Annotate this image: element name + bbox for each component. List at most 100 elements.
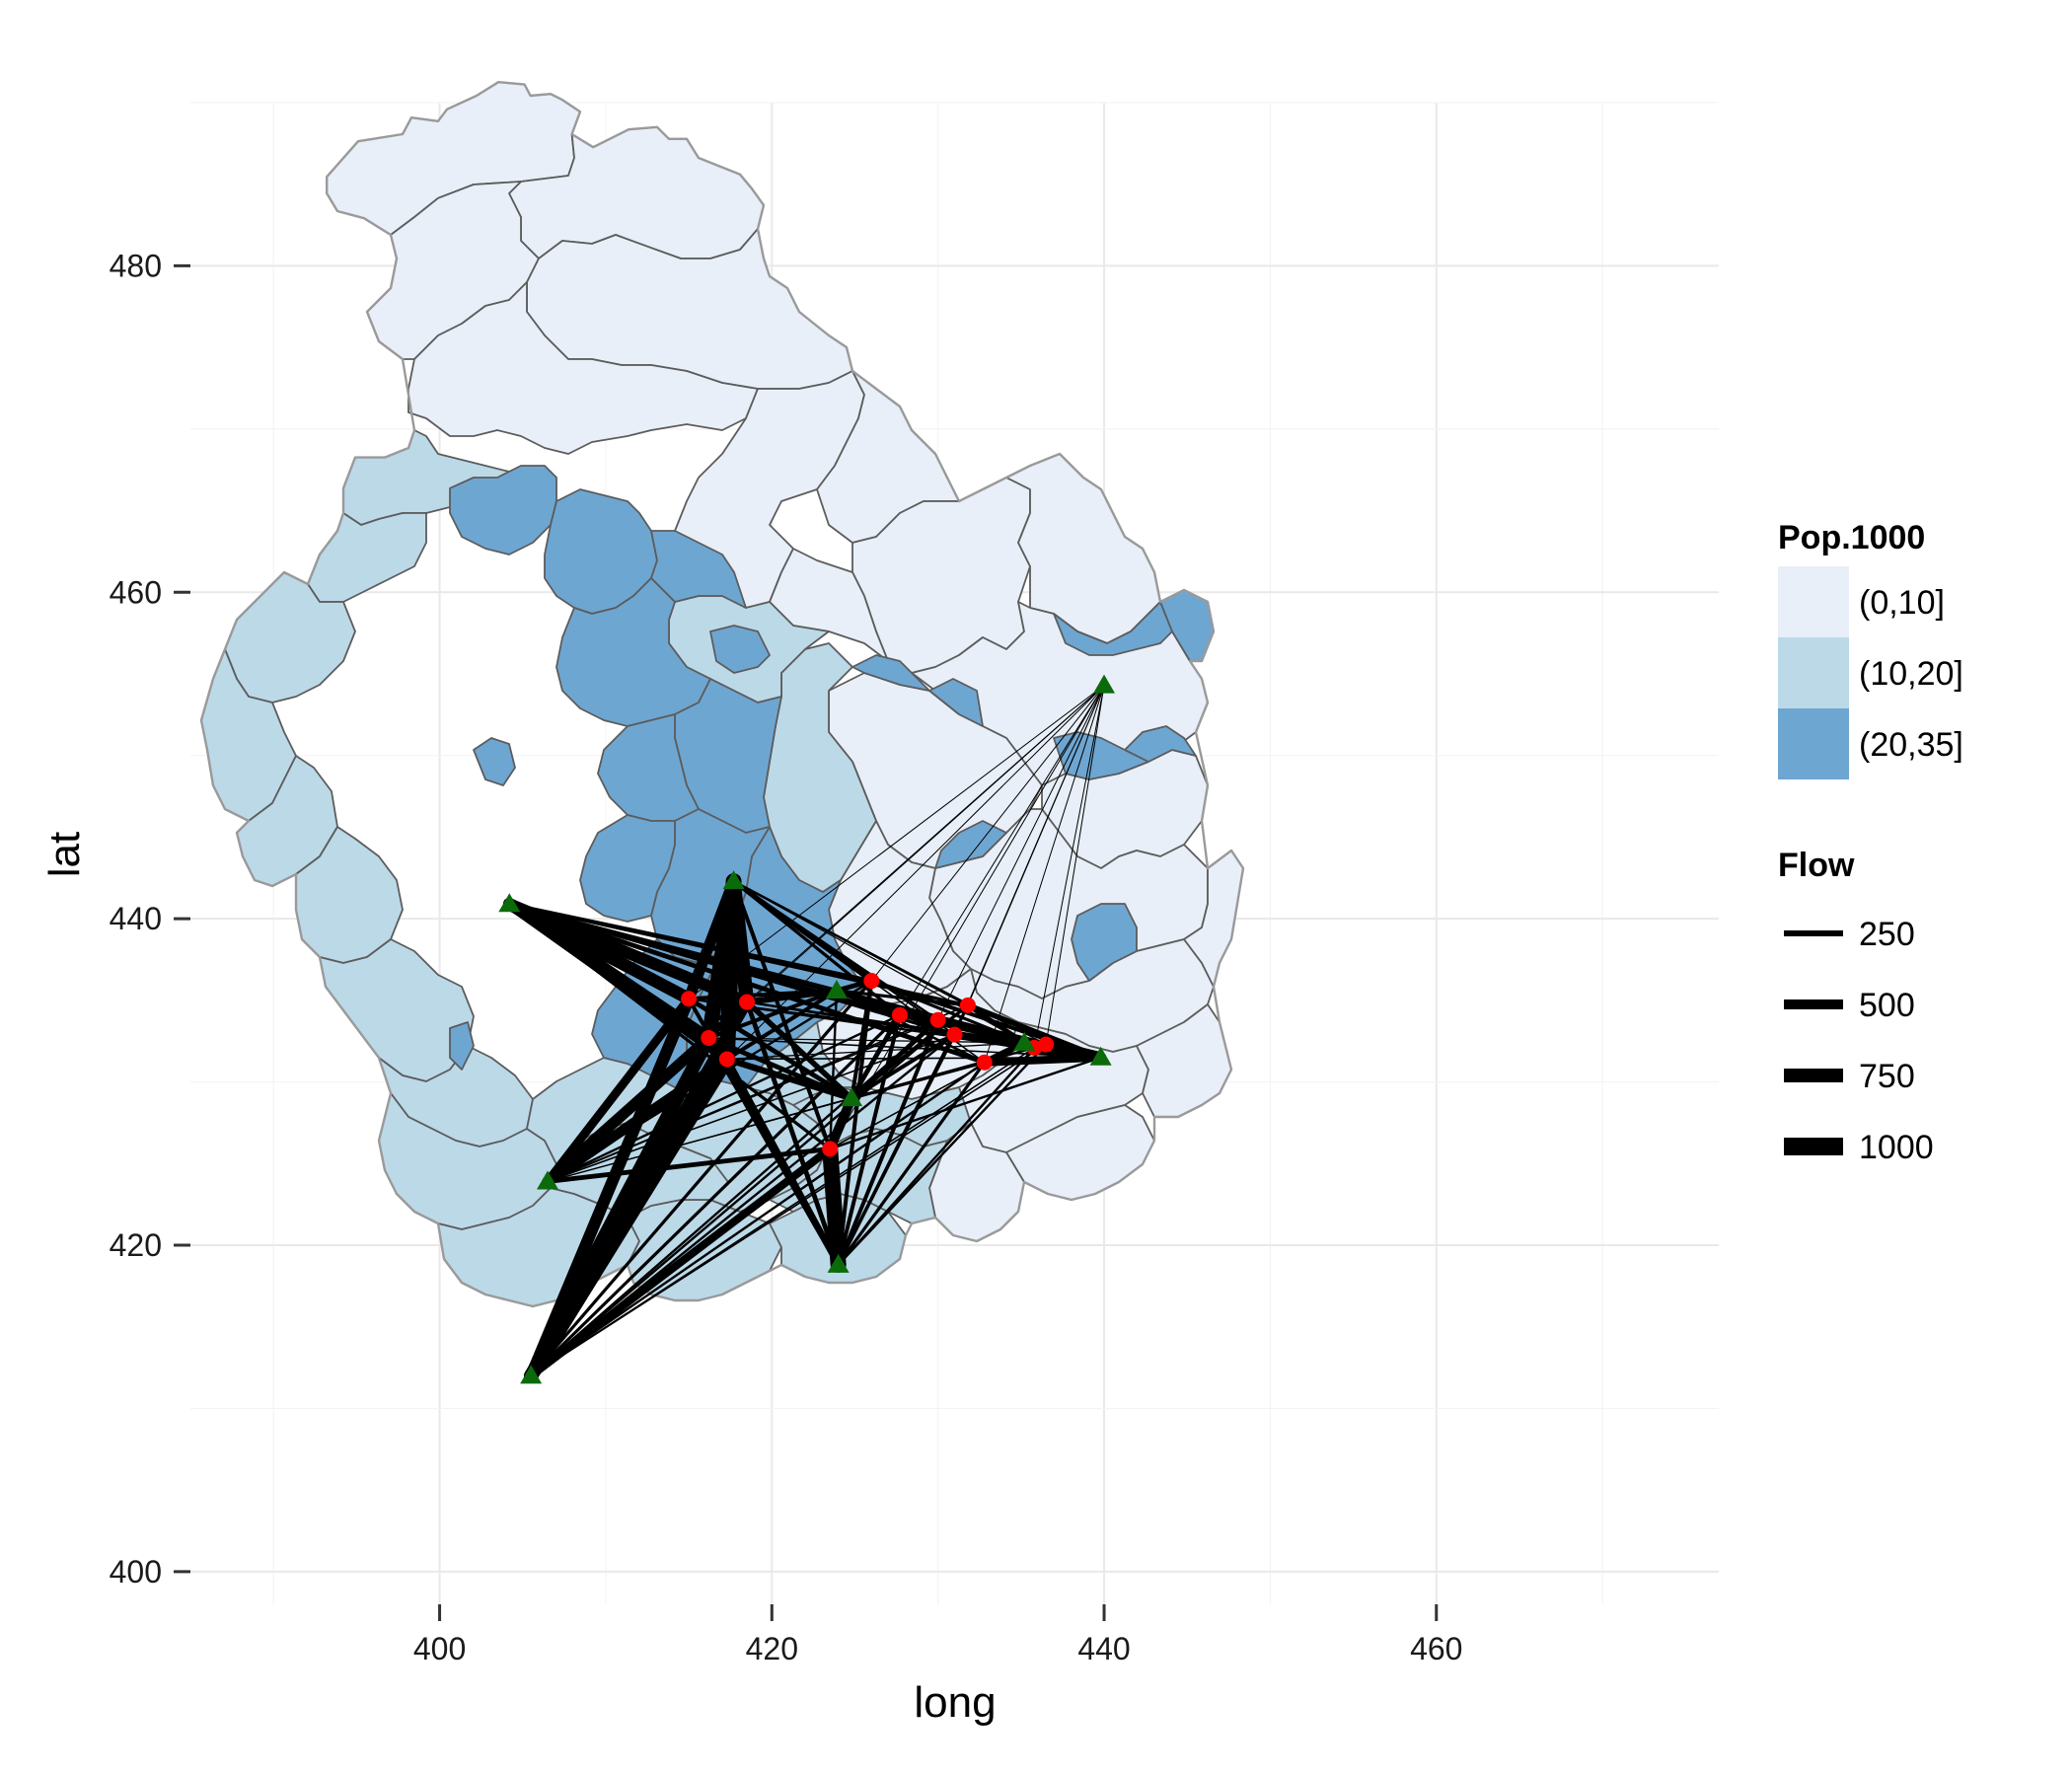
region-outline <box>199 81 1245 1308</box>
flow-line <box>529 1013 902 1377</box>
flow-line <box>849 1012 903 1101</box>
flow-line <box>744 999 842 1268</box>
region-core-12 <box>928 678 984 727</box>
flow-line <box>529 979 873 1377</box>
x-axis-title: long <box>914 1678 996 1727</box>
flow-line <box>731 878 874 984</box>
origin-point <box>1093 674 1116 694</box>
destination-point <box>681 991 698 1007</box>
y-tick-label: 440 <box>110 901 162 936</box>
flow-line <box>870 685 1105 982</box>
flow-line <box>743 987 841 1005</box>
x-tick-label: 440 <box>1077 1631 1130 1666</box>
destination-point <box>891 1006 908 1023</box>
flow-line <box>837 1061 987 1267</box>
flow-line <box>523 1052 735 1383</box>
origin-point <box>1013 1031 1036 1051</box>
y-axis-title: lat <box>40 832 89 877</box>
x-axis: 400 420 440 460 <box>413 1604 1462 1666</box>
flow-line <box>822 1141 847 1273</box>
fill-legend-label: (10,20] <box>1859 655 1963 693</box>
flow-line <box>837 1046 1036 1267</box>
flow-line <box>545 1147 833 1184</box>
y-tick-label: 480 <box>110 248 162 283</box>
region-core-20 <box>473 737 516 786</box>
flow-line <box>527 1145 835 1380</box>
flow-line <box>507 902 874 984</box>
y-tick-label: 460 <box>110 574 162 610</box>
flow-line <box>849 1017 941 1101</box>
destination-point <box>976 1054 993 1071</box>
origin-point <box>825 979 848 999</box>
fill-legend-key <box>1778 708 1849 779</box>
flow-line <box>829 685 1105 1149</box>
region-core-11 <box>851 654 930 692</box>
flow-line <box>529 1061 987 1377</box>
flow-markers <box>498 674 1116 1384</box>
flow-line <box>542 1032 714 1188</box>
x-tick-label: 400 <box>413 1631 466 1666</box>
y-tick-label: 420 <box>110 1227 162 1263</box>
flow-line <box>836 1017 940 1267</box>
flow-line <box>937 685 1105 1021</box>
flow-line <box>530 1047 1036 1377</box>
destination-point <box>863 973 880 990</box>
flow-line <box>724 988 839 1062</box>
origin-point <box>841 1087 863 1107</box>
origin-point <box>520 1365 543 1384</box>
fill-legend-key <box>1778 566 1849 637</box>
size-legend-label: 750 <box>1859 1058 1915 1095</box>
region-core-21 <box>449 1021 475 1071</box>
flow-line <box>825 1093 856 1154</box>
destination-point <box>701 1029 717 1046</box>
size-legend-label: 500 <box>1859 987 1915 1024</box>
flow-line <box>723 1056 855 1102</box>
flow-line <box>837 1033 957 1267</box>
flow-line <box>1045 685 1105 1046</box>
flow-line <box>546 1013 902 1183</box>
flow-line <box>723 1056 842 1269</box>
flow-line <box>718 873 742 1068</box>
fill-legend-label: (0,10] <box>1859 584 1945 622</box>
flow-line <box>726 1042 1025 1061</box>
destination-point <box>929 1011 946 1028</box>
flow-line <box>732 879 970 1007</box>
destination-point <box>822 1141 839 1157</box>
origin-point <box>722 870 745 890</box>
region-core-18 <box>709 625 771 674</box>
destination-point <box>946 1026 963 1043</box>
destination-point <box>959 997 976 1013</box>
size-legend: Flow 250 500 750 1000 <box>1778 847 1934 1166</box>
x-tick-label: 420 <box>746 1631 798 1666</box>
region-core-15 <box>1124 725 1197 763</box>
flow-line <box>543 994 694 1186</box>
flow-line <box>731 879 833 1151</box>
flow-line <box>829 1056 1102 1150</box>
flow-line <box>834 988 903 1018</box>
origin-point <box>1089 1046 1112 1066</box>
size-legend-label: 1000 <box>1859 1129 1934 1166</box>
flow-line <box>1033 685 1105 1049</box>
size-legend-label: 250 <box>1859 916 1915 953</box>
flow-line <box>502 897 696 1005</box>
origin-point <box>498 893 521 913</box>
x-tick-label: 460 <box>1410 1631 1462 1666</box>
region-south-2 <box>307 512 427 603</box>
size-legend-title: Flow <box>1778 847 1855 884</box>
fill-legend-title: Pop.1000 <box>1778 519 1925 556</box>
flow-line <box>954 685 1105 1036</box>
flow-line <box>529 1003 970 1377</box>
region-core-3 <box>650 530 747 609</box>
region-core-17 <box>1071 903 1138 982</box>
flow-line <box>899 685 1105 1016</box>
flow-line <box>850 1061 987 1100</box>
fill-legend: Pop.1000 (0,10] (10,20] (20,35] <box>1778 519 1963 779</box>
fill-legend-key <box>1778 637 1849 708</box>
flow-lines <box>502 685 1107 1383</box>
flow-line <box>984 685 1105 1064</box>
origin-point <box>536 1170 558 1190</box>
flow-line <box>835 989 970 1007</box>
flow-line <box>744 999 854 1101</box>
fill-legend-label: (20,35] <box>1859 726 1963 764</box>
